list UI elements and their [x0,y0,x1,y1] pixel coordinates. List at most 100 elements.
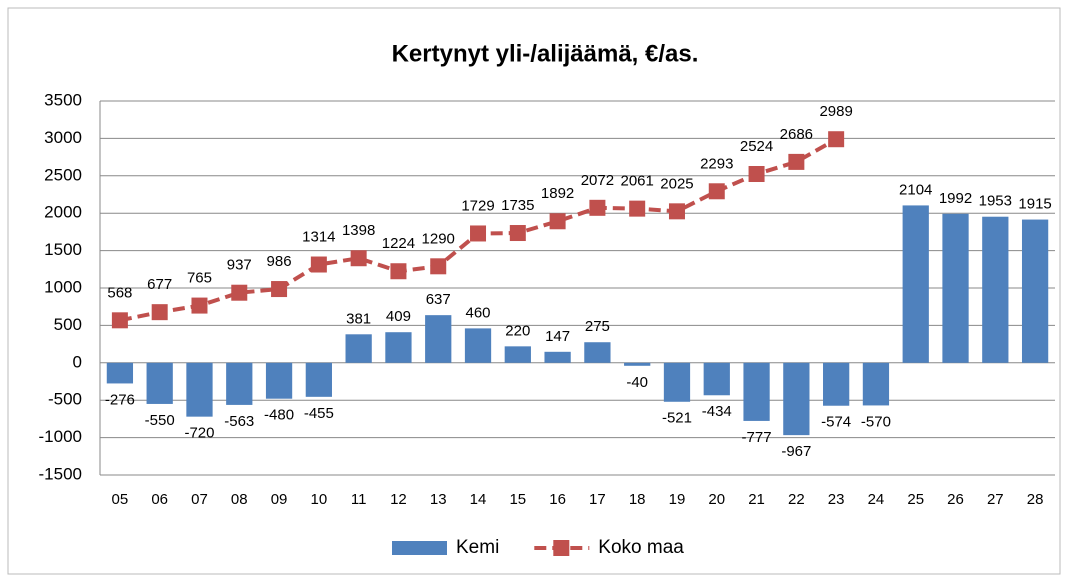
data-label: -480 [264,407,294,424]
data-label: 937 [227,257,252,274]
data-label: -434 [702,403,732,420]
bar [862,362,890,406]
bar [1021,219,1049,363]
legend-marker [553,540,570,556]
x-tick-label: 13 [430,491,447,508]
marker [430,258,447,275]
bar [902,205,929,363]
y-tick-label: 500 [54,315,82,334]
y-tick-label: 1000 [44,277,82,296]
chart-title: Kertynyt yli-/alijäämä, €/as. [392,40,699,67]
bar [305,362,332,397]
legend-swatch [392,541,447,555]
data-label: 765 [187,270,212,287]
bar [703,362,730,396]
data-label: 2104 [899,181,932,198]
data-label: -563 [224,413,254,430]
data-label: 1735 [501,197,534,214]
data-label: -967 [781,443,811,460]
bar [982,216,1009,363]
x-tick-label: 09 [271,491,288,508]
data-label: 637 [426,291,451,308]
x-tick-label: 24 [868,491,885,508]
y-tick-label: 2500 [44,165,82,184]
data-label: 2061 [621,173,654,190]
x-tick-label: 11 [351,491,367,508]
data-label: 986 [267,253,292,270]
bar [584,342,611,363]
y-tick-label: -1000 [39,427,82,446]
data-label: 409 [386,308,411,325]
marker [310,256,327,273]
data-label: -550 [145,412,175,429]
bar [226,362,253,405]
bar [385,332,412,363]
data-label: 2989 [819,103,852,120]
data-label: 1398 [342,222,375,239]
data-label: 2524 [740,138,773,155]
data-label: 220 [505,322,530,339]
data-label: 2072 [581,172,614,189]
bar [663,362,691,402]
data-label: 1224 [382,235,415,252]
marker [828,131,845,148]
x-tick-label: 08 [231,491,248,508]
x-tick-label: 21 [748,491,765,508]
marker [788,153,805,170]
bar [345,334,372,363]
x-tick-label: 07 [191,491,208,508]
bar [624,362,651,366]
x-tick-label: 06 [151,491,168,508]
chart-border [7,7,1061,575]
data-label: -777 [742,429,772,446]
data-label: 1314 [302,228,335,245]
bar [146,362,173,404]
y-tick-label: 1500 [44,240,82,259]
data-label: 460 [466,304,491,321]
data-label: 1892 [541,185,574,202]
marker [668,203,685,220]
y-tick-label: -500 [48,390,82,409]
data-label: -40 [626,374,648,391]
data-label: 2025 [660,175,693,192]
y-tick-label: -1500 [39,464,82,483]
data-label: 1953 [979,193,1012,210]
x-tick-label: 14 [470,491,487,508]
data-label: 2293 [700,155,733,172]
data-label: 1915 [1018,196,1051,213]
x-tick-label: 27 [987,491,1004,508]
data-label: -276 [105,391,135,408]
marker [629,200,646,217]
x-tick-label: 20 [708,491,725,508]
x-tick-label: 23 [828,491,845,508]
data-label: -521 [662,410,692,427]
data-label: 1992 [939,190,972,207]
marker [191,297,208,314]
bar [106,362,134,384]
marker [509,225,526,242]
bar [504,346,531,363]
bar [783,362,810,436]
bar [265,362,293,399]
data-label: -455 [304,405,334,422]
marker [151,304,168,321]
data-label: 1290 [422,230,455,247]
y-tick-label: 0 [73,352,82,371]
data-label: 677 [147,276,172,293]
data-label: 1729 [461,197,494,214]
bar [544,351,571,363]
x-tick-label: 25 [907,491,924,508]
bar [823,362,850,406]
x-tick-label: 12 [390,491,407,508]
data-label: 568 [107,284,132,301]
bar [942,213,969,363]
x-tick-label: 26 [947,491,964,508]
bar [186,362,213,417]
marker [231,284,248,301]
data-label: -570 [861,413,891,430]
data-label: 381 [346,310,371,327]
x-tick-label: 05 [112,491,129,508]
marker [589,199,606,216]
y-tick-label: 3000 [44,128,82,147]
